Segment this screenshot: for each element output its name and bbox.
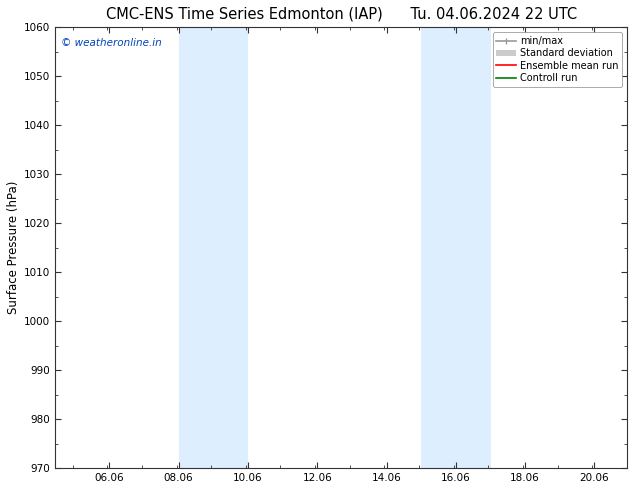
Bar	[421, 27, 491, 468]
Y-axis label: Surface Pressure (hPa): Surface Pressure (hPa)	[7, 181, 20, 315]
Legend: min/max, Standard deviation, Ensemble mean run, Controll run: min/max, Standard deviation, Ensemble me…	[493, 32, 622, 87]
Title: CMC-ENS Time Series Edmonton (IAP)      Tu. 04.06.2024 22 UTC: CMC-ENS Time Series Edmonton (IAP) Tu. 0…	[106, 7, 577, 22]
Bar	[179, 27, 248, 468]
Text: © weatheronline.in: © weatheronline.in	[61, 38, 162, 49]
